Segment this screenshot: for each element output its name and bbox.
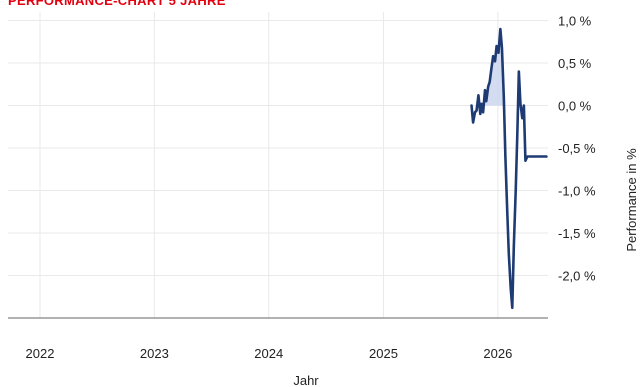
line-layer — [470, 27, 548, 310]
y-tick-label: -1,5 % — [558, 226, 596, 241]
grid — [8, 12, 548, 319]
x-tick-label: 2025 — [369, 346, 398, 361]
area-fill-layer — [476, 29, 523, 106]
y-tick-label: 0,5 % — [558, 56, 592, 71]
x-tick-label: 2026 — [483, 346, 512, 361]
x-tick-label: 2022 — [26, 346, 55, 361]
series-area-fill — [476, 29, 523, 106]
y-tick-label: 1,0 % — [558, 14, 592, 29]
x-tick-label: 2023 — [140, 346, 169, 361]
tick-labels: 1,0 % 0,5 % 0,0 % -0,5 % -1,0 % -1,5 % -2,0 % 2… — [26, 14, 597, 362]
x-tick-label: 2024 — [254, 346, 283, 361]
x-axis-title: Jahr — [293, 373, 319, 387]
chart-title: PERFORMANCE-CHART 5 JAHRE — [8, 0, 226, 8]
y-axis-title: Performance in % — [624, 148, 639, 252]
series-line — [470, 27, 548, 310]
y-tick-label: 0,0 % — [558, 99, 592, 114]
y-tick-label: -0,5 % — [558, 141, 596, 156]
y-tick-label: -1,0 % — [558, 184, 596, 199]
y-tick-label: -2,0 % — [558, 269, 596, 284]
